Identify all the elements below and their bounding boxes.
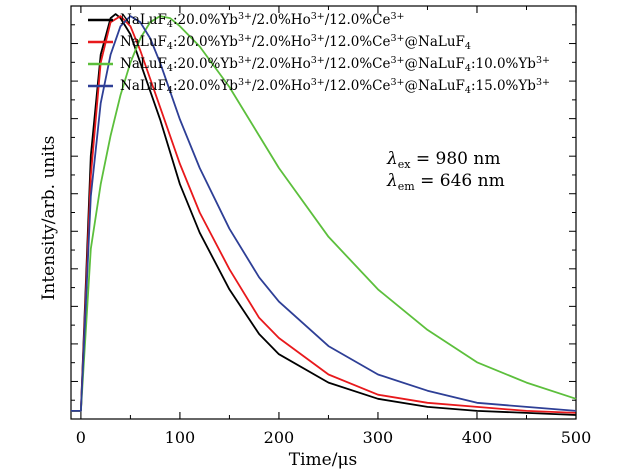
emission-value: = 646 nm [415, 171, 505, 191]
series-curves [71, 13, 577, 416]
excitation-emission-annotation: λex = 980 nm λem = 646 nm [386, 149, 505, 193]
excitation-symbol: λ [386, 149, 398, 169]
x-tick-label: 200 [264, 428, 295, 447]
x-axis-label: Time/μs [289, 450, 357, 470]
legend: NaLuF4:20.0%Yb3+/2.0%Ho3+/12.0%Ce3+ NaLuF… [88, 11, 550, 96]
excitation-value: = 980 nm [411, 149, 501, 169]
emission-sub: em [398, 180, 416, 193]
x-tick-label: 400 [462, 428, 493, 447]
x-tick-label: 300 [363, 428, 394, 447]
legend-item-4: NaLuF4:20.0%Yb3+/2.0%Ho3+/12.0%Ce3+@NaLu… [88, 77, 550, 96]
series-line-2 [71, 15, 577, 414]
excitation-sub: ex [398, 158, 412, 171]
legend-label: NaLuF4:20.0%Yb3+/2.0%Ho3+/12.0%Ce3+ [120, 11, 405, 30]
excitation-wavelength: λex = 980 nm [386, 149, 500, 171]
series-line-3 [71, 15, 577, 412]
legend-item-2: NaLuF4:20.0%Yb3+/2.0%Ho3+/12.0%Ce3+@NaLu… [88, 33, 471, 52]
y-axis-ticks [71, 24, 576, 401]
x-tick-label: 100 [165, 428, 196, 447]
emission-symbol: λ [386, 171, 398, 191]
legend-label: NaLuF4:20.0%Yb3+/2.0%Ho3+/12.0%Ce3+@NaLu… [120, 33, 471, 52]
legend-item-3: NaLuF4:20.0%Yb3+/2.0%Ho3+/12.0%Ce3+@NaLu… [88, 55, 550, 74]
x-tick-label: 500 [561, 428, 592, 447]
series-line-4 [71, 15, 577, 412]
series-line-1 [71, 13, 577, 416]
legend-item-1: NaLuF4:20.0%Yb3+/2.0%Ho3+/12.0%Ce3+ [88, 11, 405, 30]
x-axis-ticks: 0 100 200 300 400 500 [76, 6, 591, 447]
legend-label: NaLuF4:20.0%Yb3+/2.0%Ho3+/12.0%Ce3+@NaLu… [120, 77, 550, 96]
x-tick-label: 0 [76, 428, 86, 447]
y-axis-label: Intensity/arb. units [39, 136, 59, 301]
emission-wavelength: λem = 646 nm [386, 171, 505, 193]
legend-label: NaLuF4:20.0%Yb3+/2.0%Ho3+/12.0%Ce3+@NaLu… [120, 55, 550, 74]
